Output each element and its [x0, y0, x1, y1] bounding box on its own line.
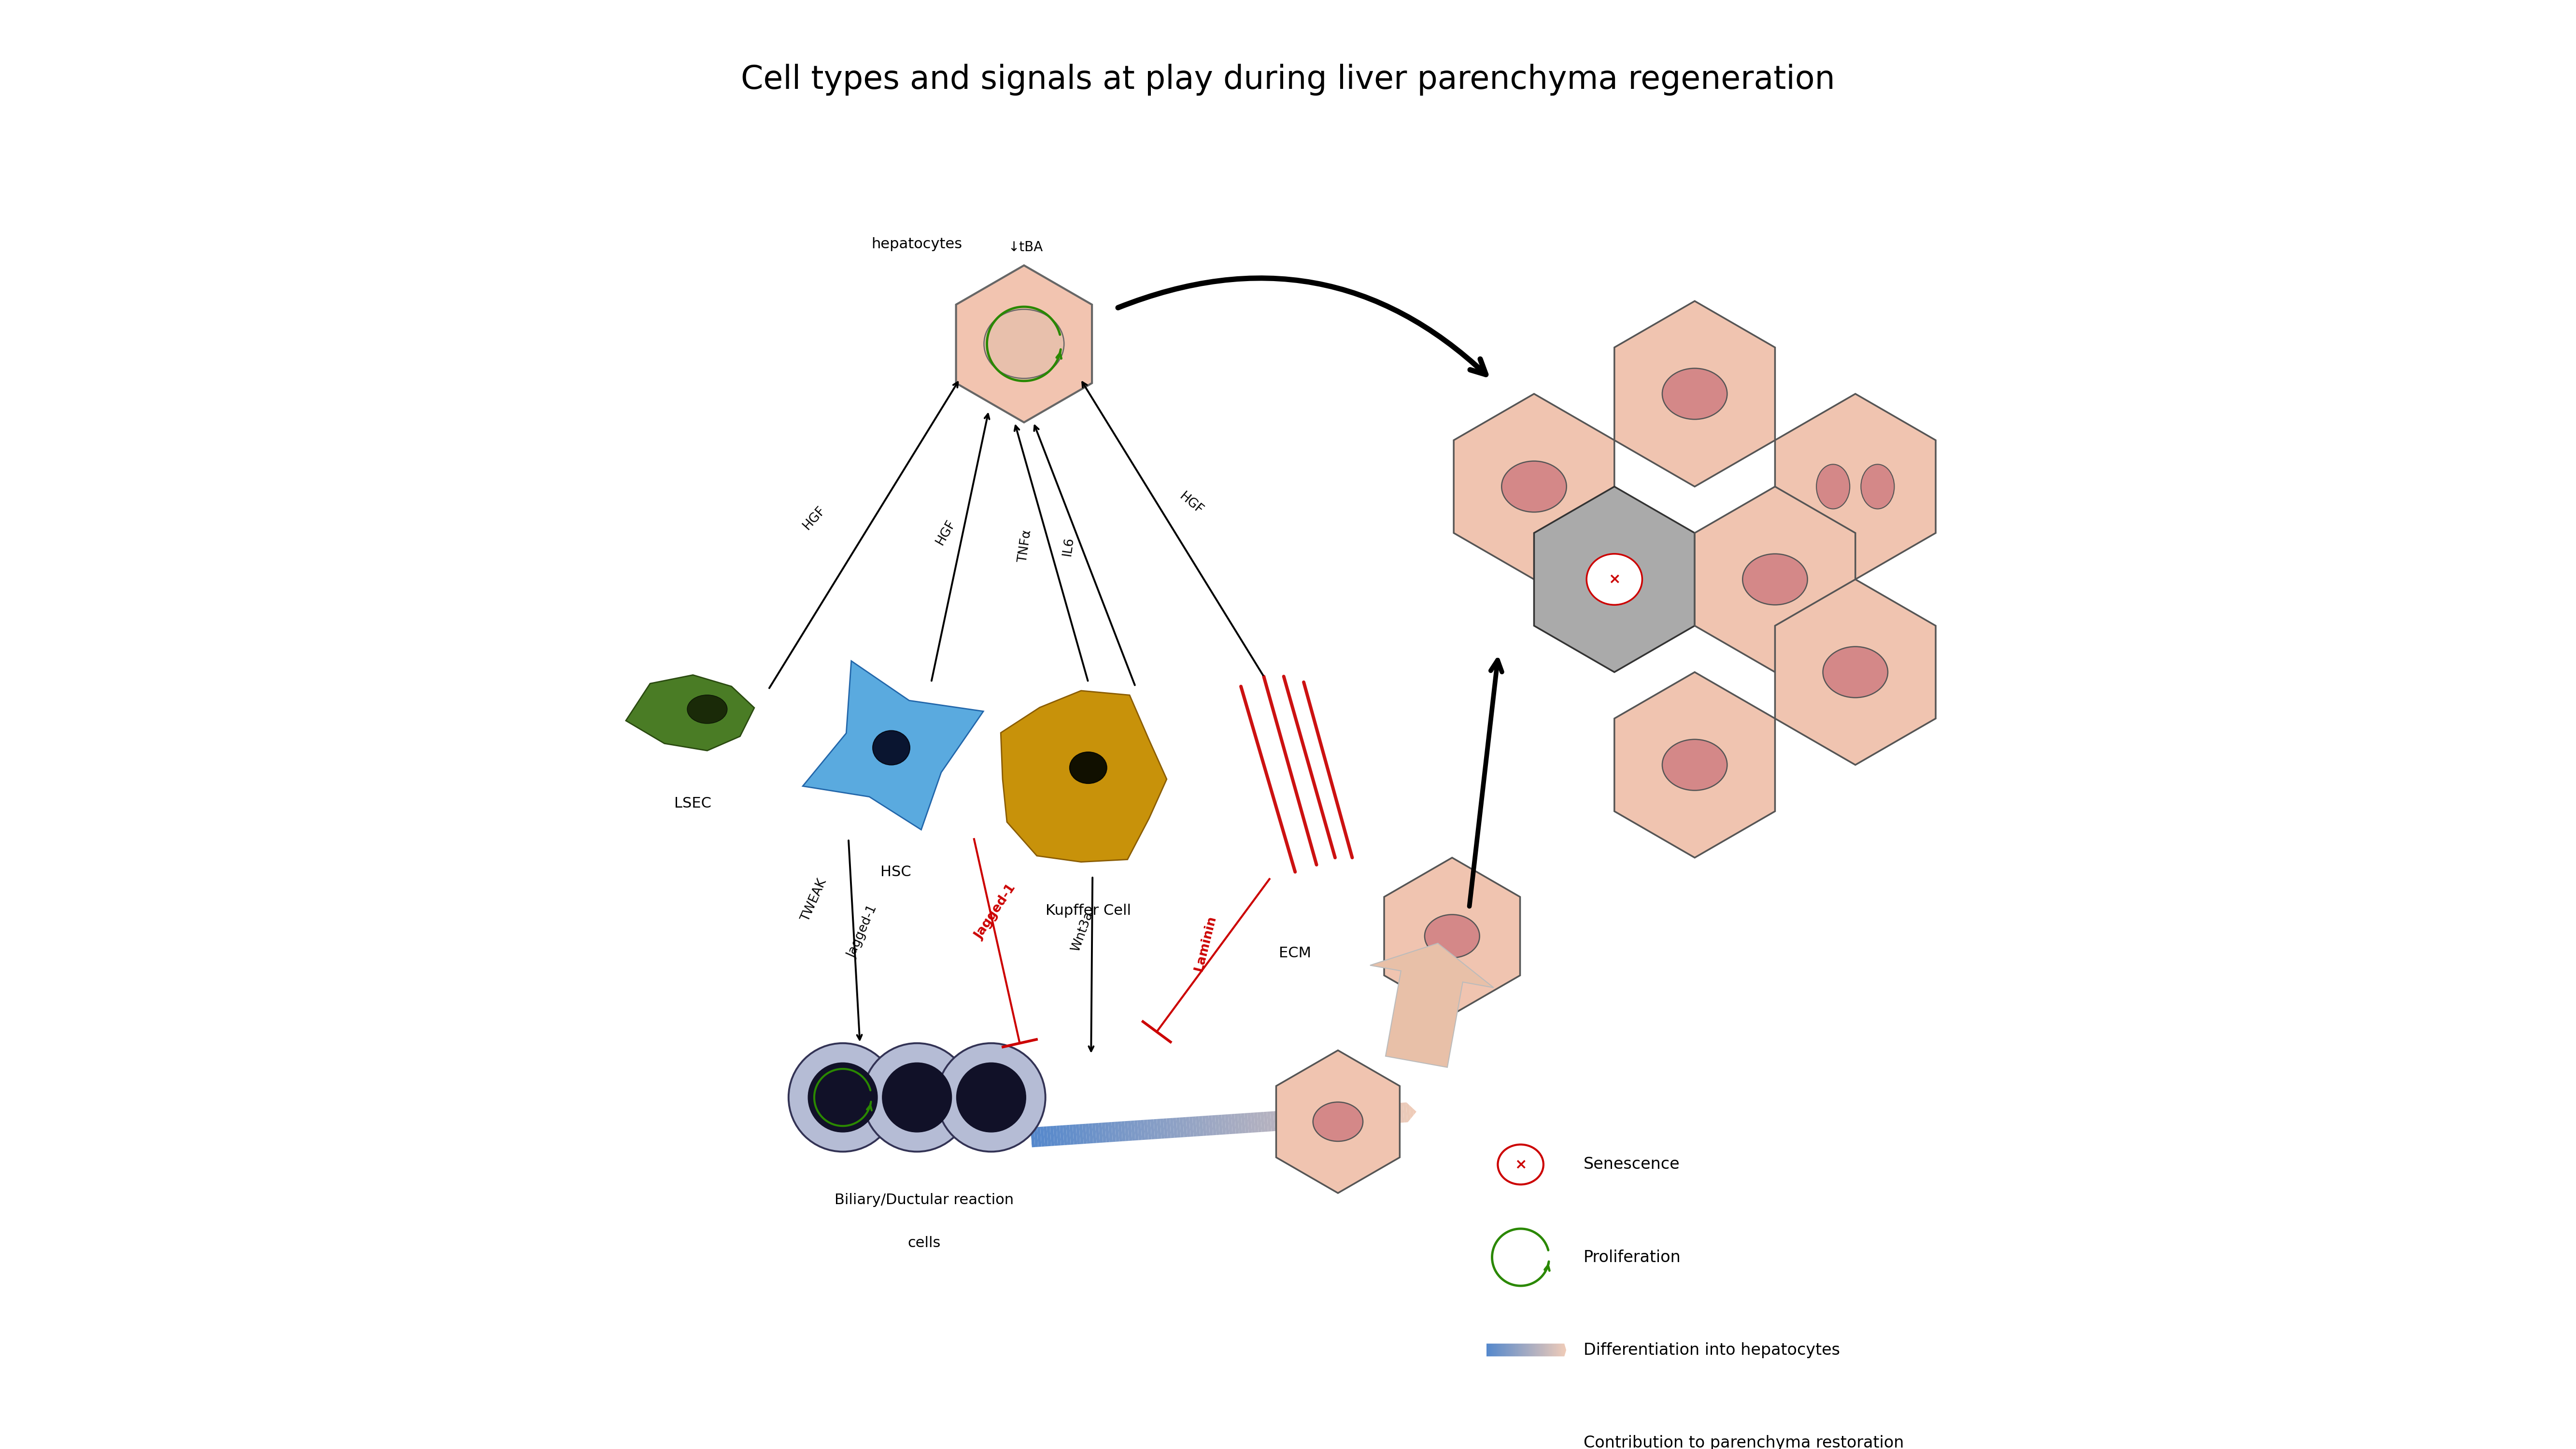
Ellipse shape [1502, 461, 1566, 511]
Polygon shape [1775, 394, 1935, 580]
Text: HGF: HGF [1177, 490, 1206, 517]
Text: LSEC: LSEC [675, 797, 711, 810]
Polygon shape [1370, 943, 1494, 1068]
Text: HGF: HGF [933, 517, 958, 548]
Text: Cell types and signals at play during liver parenchyma regeneration: Cell types and signals at play during li… [742, 64, 1834, 96]
Ellipse shape [881, 1062, 951, 1132]
Polygon shape [1615, 672, 1775, 858]
Text: Biliary/Ductular reaction: Biliary/Ductular reaction [835, 1193, 1015, 1207]
Ellipse shape [938, 1043, 1046, 1152]
PathPatch shape [1486, 1303, 1566, 1398]
Text: cells: cells [907, 1236, 940, 1250]
Ellipse shape [1741, 554, 1808, 604]
Text: ×: × [1515, 1158, 1528, 1171]
Polygon shape [1275, 1051, 1399, 1193]
Polygon shape [626, 675, 755, 751]
Ellipse shape [688, 696, 726, 723]
Text: Jagged-1: Jagged-1 [974, 882, 1018, 942]
Polygon shape [956, 265, 1092, 422]
Ellipse shape [1314, 1103, 1363, 1142]
Text: HGF: HGF [801, 504, 827, 532]
Ellipse shape [1587, 554, 1641, 604]
Polygon shape [804, 661, 984, 830]
Ellipse shape [956, 1062, 1025, 1132]
Text: ↓tBA: ↓tBA [1007, 241, 1043, 254]
Text: Kupffer Cell: Kupffer Cell [1046, 904, 1131, 917]
Text: Proliferation: Proliferation [1584, 1249, 1680, 1265]
Text: Senescence: Senescence [1584, 1156, 1680, 1172]
Text: Jagged-1: Jagged-1 [845, 904, 881, 961]
Ellipse shape [1662, 368, 1726, 419]
Ellipse shape [788, 1043, 896, 1152]
Text: Wnt3a: Wnt3a [1069, 910, 1095, 953]
Text: hepatocytes: hepatocytes [871, 238, 963, 251]
Polygon shape [1615, 301, 1775, 487]
Ellipse shape [1860, 464, 1893, 509]
Ellipse shape [1425, 914, 1479, 958]
Text: ×: × [1607, 572, 1620, 587]
Text: Differentiation into hepatocytes: Differentiation into hepatocytes [1584, 1342, 1839, 1358]
Ellipse shape [984, 309, 1064, 378]
Text: ECM: ECM [1278, 946, 1311, 961]
Polygon shape [1453, 394, 1615, 580]
Text: TWEAK: TWEAK [799, 877, 829, 924]
Text: Laminin: Laminin [1193, 914, 1218, 972]
Ellipse shape [863, 1043, 971, 1152]
Text: HSC: HSC [881, 865, 912, 880]
Text: Contribution to parenchyma restoration: Contribution to parenchyma restoration [1584, 1435, 1904, 1449]
Text: TNFα: TNFα [1018, 529, 1033, 564]
Polygon shape [1383, 858, 1520, 1014]
Ellipse shape [1497, 1145, 1543, 1184]
Polygon shape [1775, 580, 1935, 765]
Polygon shape [1535, 487, 1695, 672]
Ellipse shape [1816, 464, 1850, 509]
Polygon shape [1695, 487, 1855, 672]
Ellipse shape [809, 1062, 878, 1132]
Ellipse shape [1662, 739, 1726, 790]
PathPatch shape [1028, 1042, 1417, 1190]
Ellipse shape [873, 730, 909, 765]
Ellipse shape [1069, 752, 1108, 784]
Polygon shape [999, 691, 1167, 862]
Text: IL6: IL6 [1061, 536, 1077, 556]
Ellipse shape [1824, 646, 1888, 697]
